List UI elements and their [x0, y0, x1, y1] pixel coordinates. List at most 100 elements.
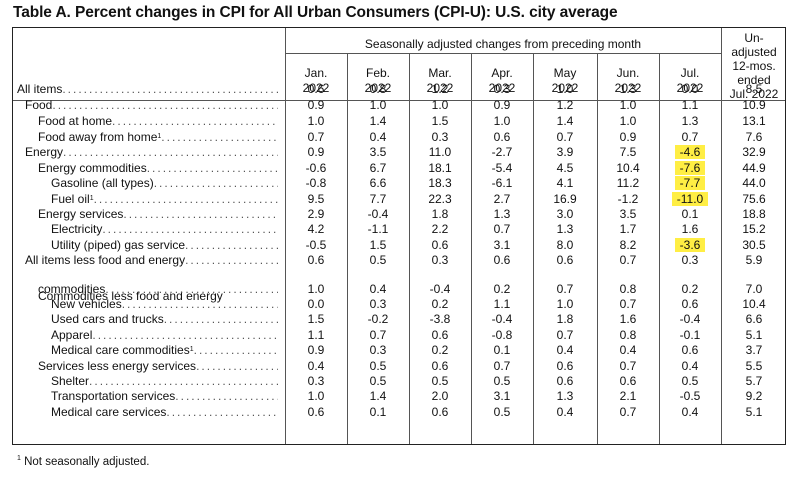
cell-value: 1.0	[619, 98, 637, 112]
cell-value: -11.0	[671, 192, 709, 206]
cell-value: 0.8	[619, 328, 637, 342]
row-label-text: All items less food and energy	[25, 253, 186, 267]
table-cell: 15.2	[727, 221, 781, 238]
table-cell: -0.1	[663, 327, 717, 344]
cell-value: 0.4	[681, 405, 699, 419]
row-label-text: Fuel oil	[51, 192, 90, 206]
table-cell: 44.0	[727, 175, 781, 192]
table-cell: 4.5	[538, 160, 592, 177]
table-cell: 0.8	[601, 281, 655, 298]
table-cell: 1.4	[351, 388, 405, 405]
table-cell: -3.6	[663, 237, 717, 254]
table-cell: 1.0	[538, 81, 592, 98]
cell-value: -0.8	[491, 328, 513, 342]
table-cell: 3.9	[538, 144, 592, 161]
row-label: Utility (piped) gas service.............…	[51, 237, 278, 254]
table-cell: 5.1	[727, 327, 781, 344]
cell-value: 1.3	[556, 389, 574, 403]
table-cell: 0.2	[475, 281, 529, 298]
table-cell: 4.2	[289, 221, 343, 238]
month-name: Jul.	[680, 66, 700, 80]
table-cell: 11.0	[413, 144, 467, 161]
cell-value: 9.5	[307, 192, 325, 206]
table-cell: 18.3	[413, 175, 467, 192]
table-cell: -1.1	[351, 221, 405, 238]
table-cell: -7.7	[663, 175, 717, 192]
divider-col	[347, 53, 348, 444]
cell-value: 1.0	[307, 389, 325, 403]
cell-value: 1.0	[307, 114, 325, 128]
cell-value: 0.6	[619, 374, 637, 388]
table-cell: 1.3	[663, 113, 717, 130]
table-cell: 0.3	[351, 296, 405, 313]
row-label: All items less food and energy..........…	[25, 252, 278, 269]
cell-value: 1.5	[431, 114, 449, 128]
divider-col	[533, 53, 534, 444]
cell-value: 9.2	[745, 389, 763, 403]
table-cell: 0.7	[601, 358, 655, 375]
unadjusted-line: Un-	[744, 31, 764, 45]
table-cell: 3.5	[351, 144, 405, 161]
cell-value: 1.5	[307, 312, 325, 326]
table-cell: 0.9	[289, 342, 343, 359]
row-label-text: Medical care services	[51, 405, 167, 419]
cell-value: 0.7	[493, 222, 511, 236]
cell-value: -0.6	[305, 161, 327, 175]
cell-value: 0.7	[556, 282, 574, 296]
table-cell: 1.0	[601, 97, 655, 114]
leader-dots: ........................................…	[153, 176, 278, 190]
cell-value: 0.9	[619, 130, 637, 144]
table-cell: -0.5	[663, 388, 717, 405]
cell-value: 32.9	[742, 145, 766, 159]
divider-col	[471, 53, 472, 444]
cell-value: 4.2	[307, 222, 325, 236]
cell-value: 1.5	[369, 238, 387, 252]
seasonally-adjusted-header: Seasonally adjusted changes from precedi…	[364, 37, 642, 51]
cell-value: -0.4	[491, 312, 513, 326]
leader-dots: ........................................…	[185, 238, 278, 252]
table-cell: 4.1	[538, 175, 592, 192]
divider-col	[659, 53, 660, 444]
leader-dots: ........................................…	[62, 82, 278, 96]
cell-value: 4.5	[556, 161, 574, 175]
cell-value: 5.9	[745, 253, 763, 267]
cell-value: 7.7	[369, 192, 387, 206]
table-row: Fuel oil1...............................…	[13, 191, 785, 208]
cell-value: 1.0	[556, 297, 574, 311]
table-cell: 1.3	[475, 206, 529, 223]
cell-value: 16.9	[553, 192, 577, 206]
month-name: Jun.	[616, 66, 640, 80]
table-cell: 0.6	[601, 373, 655, 390]
cell-value: 4.1	[556, 176, 574, 190]
month-year: 2022	[551, 81, 579, 95]
table-cell: 1.4	[538, 113, 592, 130]
leader-dots: ........................................…	[52, 98, 278, 112]
cell-value: 0.6	[307, 82, 325, 96]
table-cell: -0.4	[413, 281, 467, 298]
cell-value: 5.7	[745, 374, 763, 388]
table-cell: 0.9	[475, 97, 529, 114]
leader-dots: ........................................…	[102, 222, 278, 236]
cell-value: 1.3	[493, 207, 511, 221]
table-cell: 0.7	[538, 327, 592, 344]
table-cell: 0.5	[413, 373, 467, 390]
table-cell: 9.5	[289, 191, 343, 208]
cell-value: 0.4	[369, 282, 387, 296]
cell-value: 0.7	[619, 297, 637, 311]
row-label-text: Food at home	[38, 114, 113, 128]
table-cell: 0.4	[601, 342, 655, 359]
cell-value: 10.9	[742, 98, 766, 112]
table-cell: 0.7	[538, 281, 592, 298]
table-cell: 0.5	[351, 373, 405, 390]
table-cell: 18.1	[413, 160, 467, 177]
table-row: Electricity.............................…	[13, 221, 785, 238]
cell-value: 0.5	[493, 374, 511, 388]
table-cell: 1.1	[663, 97, 717, 114]
month-year: 2022	[488, 81, 516, 95]
table-cell: 3.0	[538, 206, 592, 223]
table-cell: 6.6	[351, 175, 405, 192]
table-cell: 1.5	[351, 237, 405, 254]
cell-value: 75.6	[742, 192, 766, 206]
cell-value: 0.6	[681, 343, 699, 357]
table-row: Services less energy services...........…	[13, 358, 785, 375]
